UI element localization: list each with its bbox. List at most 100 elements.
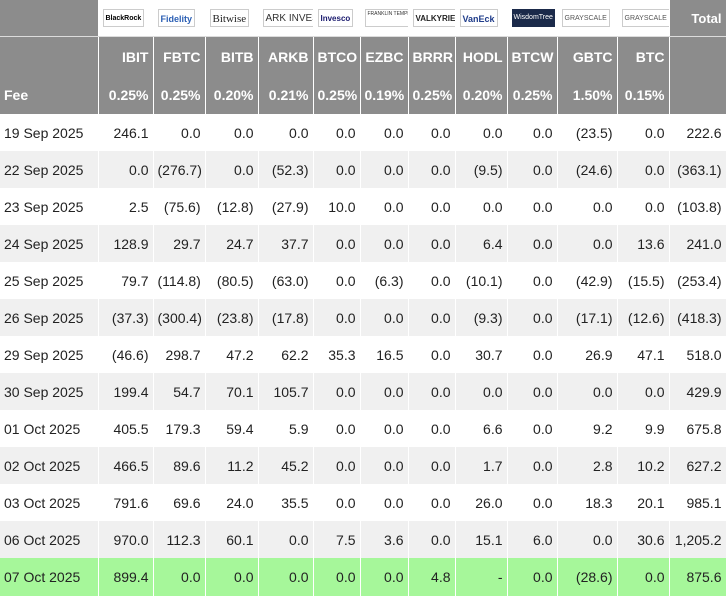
flow-cell: 0.0 [617, 114, 670, 151]
flow-cell: 0.0 [408, 373, 456, 410]
fee-arkb: 0.21% [258, 76, 314, 114]
flow-cell: 0.0 [360, 225, 409, 262]
flow-cell: 0.0 [507, 188, 558, 225]
flow-cell: (276.7) [153, 151, 206, 188]
flow-cell: 10.0 [313, 188, 361, 225]
row-total: (103.8) [669, 188, 726, 225]
flow-cell: 405.5 [98, 410, 154, 447]
ticker-ibit: IBIT [98, 36, 154, 76]
flow-cell: 0.0 [313, 299, 361, 336]
ticker-arkb: ARKB [258, 36, 314, 76]
flow-cell: 26.9 [557, 336, 618, 373]
flow-cell: 0.0 [617, 558, 670, 596]
flow-cell: 0.0 [205, 558, 259, 596]
flow-cell: 0.0 [258, 521, 314, 558]
flow-cell: 15.1 [455, 521, 508, 558]
flow-cell: (27.9) [258, 188, 314, 225]
fee-hodl: 0.20% [455, 76, 508, 114]
row-date: 07 Oct 2025 [0, 558, 99, 596]
row-total: (418.3) [669, 299, 726, 336]
flow-cell: 35.5 [258, 484, 314, 521]
flow-cell: 0.0 [507, 114, 558, 151]
flow-cell: 79.7 [98, 262, 154, 299]
flow-cell: 0.0 [408, 447, 456, 484]
corner-cell [0, 0, 99, 37]
flow-cell: 24.7 [205, 225, 259, 262]
flow-cell: (9.3) [455, 299, 508, 336]
logo-cell-valkyrie: VALKYRIE [408, 0, 456, 37]
flow-cell: 89.6 [153, 447, 206, 484]
flow-cell: 0.0 [408, 262, 456, 299]
flow-cell: 30.7 [455, 336, 508, 373]
ticker-total [669, 36, 726, 76]
table-row: 29 Sep 2025 (46.6) 298.7 47.2 62.2 35.3 16.5 0.… [0, 336, 726, 373]
fee-btc: 0.15% [617, 76, 670, 114]
flow-cell: 0.0 [313, 151, 361, 188]
logo-cell-invesco: Invesco [313, 0, 361, 37]
fee-fbtc: 0.25% [153, 76, 206, 114]
invesco-logo: Invesco [317, 8, 354, 27]
flow-cell: 0.0 [360, 373, 409, 410]
flow-cell: (42.9) [557, 262, 618, 299]
flow-cell: 13.6 [617, 225, 670, 262]
logo-row: BlackRock Fidelity Bitwise ARK INVEST In… [0, 0, 726, 37]
table-row: 02 Oct 2025 466.5 89.6 11.2 45.2 0.0 0.0 0.0 1.7… [0, 447, 726, 484]
flow-cell: 47.1 [617, 336, 670, 373]
flow-cell: 6.4 [455, 225, 508, 262]
flow-cell: (28.6) [557, 558, 618, 596]
fee-ezbc: 0.19% [360, 76, 409, 114]
flow-cell: 246.1 [98, 114, 154, 151]
flow-cell: 128.9 [98, 225, 154, 262]
logo-cell-franklin: FRANKLIN TEMPLETON [360, 0, 409, 37]
flow-cell: 60.1 [205, 521, 259, 558]
fee-row: Fee 0.25% 0.25% 0.20% 0.21% 0.25% 0.19% … [0, 76, 726, 114]
flow-cell: 0.0 [455, 373, 508, 410]
ark-logo: ARK INVEST [262, 8, 312, 27]
franklin-templeton-logo: FRANKLIN TEMPLETON [364, 8, 407, 27]
flow-cell: 0.0 [617, 373, 670, 410]
flow-cell: 0.0 [408, 188, 456, 225]
flow-cell: 0.0 [408, 410, 456, 447]
flow-cell: (80.5) [205, 262, 259, 299]
flow-cell: 0.0 [313, 262, 361, 299]
row-total: (363.1) [669, 151, 726, 188]
flow-cell: 0.0 [557, 188, 618, 225]
flow-cell: 0.0 [360, 188, 409, 225]
flow-cell: 0.0 [617, 188, 670, 225]
ticker-gbtc: GBTC [557, 36, 618, 76]
ticker-bitb: BITB [205, 36, 259, 76]
flow-cell: 35.3 [313, 336, 361, 373]
logo-cell-grayscale-btc: GRAYSCALE [617, 0, 670, 37]
fee-total [669, 76, 726, 114]
flow-cell: 0.0 [408, 114, 456, 151]
flow-cell: 466.5 [98, 447, 154, 484]
flow-cell: 0.0 [313, 114, 361, 151]
flow-cell: (9.5) [455, 151, 508, 188]
table-row: 26 Sep 2025 (37.3) (300.4) (23.8) (17.8) 0.0 0… [0, 299, 726, 336]
row-date: 29 Sep 2025 [0, 336, 99, 373]
flow-cell: 0.0 [408, 299, 456, 336]
ticker-btco: BTCO [313, 36, 361, 76]
flow-cell: (17.8) [258, 299, 314, 336]
blackrock-logo: BlackRock [102, 8, 145, 27]
flow-cell: 0.0 [313, 373, 361, 410]
flow-cell: 30.6 [617, 521, 670, 558]
flow-cell: 0.0 [360, 447, 409, 484]
valkyrie-logo: VALKYRIE [412, 8, 454, 27]
ticker-btc: BTC [617, 36, 670, 76]
flow-cell: 0.0 [557, 225, 618, 262]
flow-cell: 0.0 [507, 336, 558, 373]
flow-cell: 7.5 [313, 521, 361, 558]
grayscale-logo: GRAYSCALE [621, 8, 668, 27]
flow-cell: (23.8) [205, 299, 259, 336]
flow-cell: 899.4 [98, 558, 154, 596]
flow-cell: 24.0 [205, 484, 259, 521]
grayscale-logo: GRAYSCALE [561, 8, 610, 27]
row-date: 24 Sep 2025 [0, 225, 99, 262]
row-total: 1,205.2 [669, 521, 726, 558]
flow-cell: (12.6) [617, 299, 670, 336]
flow-cell: 11.2 [205, 447, 259, 484]
wisdomtree-logo: WisdomTree [511, 8, 555, 27]
flow-cell: 0.0 [507, 225, 558, 262]
flow-cell: 69.6 [153, 484, 206, 521]
